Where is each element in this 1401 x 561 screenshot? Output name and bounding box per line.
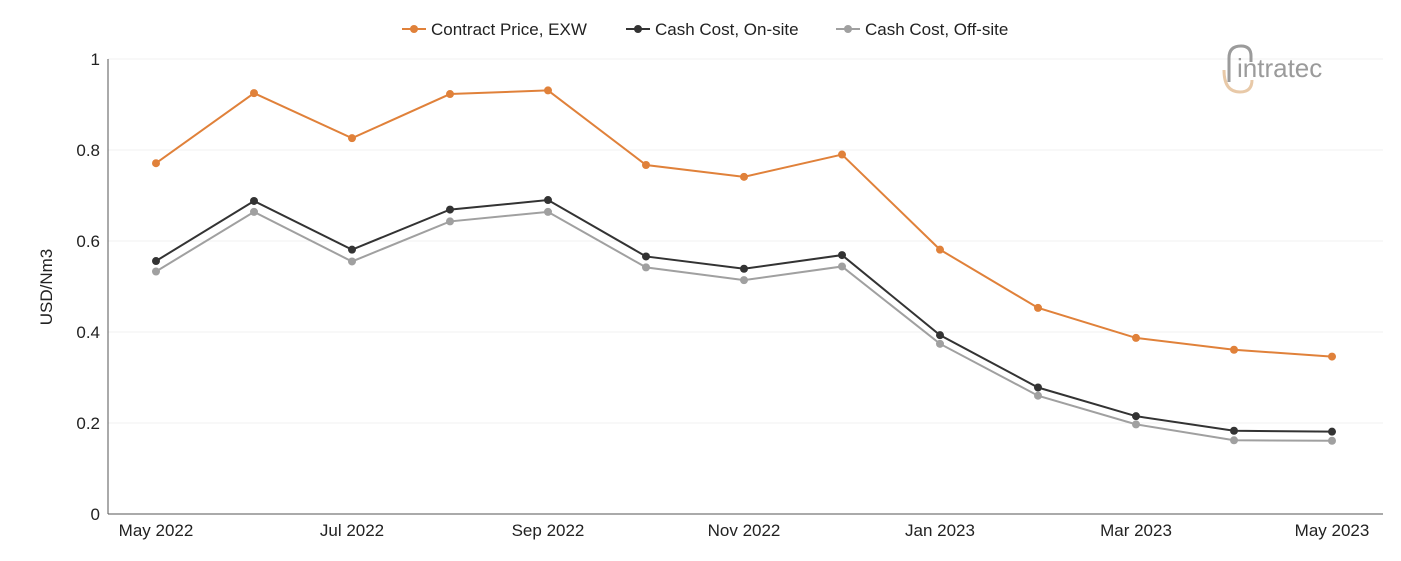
data-point (740, 172, 748, 181)
data-point (838, 251, 846, 260)
series-group (152, 86, 1336, 445)
data-point (642, 252, 650, 261)
y-tick-label: 1 (91, 50, 100, 69)
y-tick-label: 0.2 (76, 414, 100, 433)
legend-marker (634, 25, 642, 33)
data-point (152, 159, 160, 168)
axes (107, 59, 1383, 515)
data-point (544, 196, 552, 205)
x-tick-label: Jan 2023 (905, 521, 975, 540)
data-point (446, 217, 454, 226)
data-point (152, 267, 160, 276)
legend: Contract Price, EXW Cash Cost, On-site Cas… (402, 20, 1008, 39)
data-point (446, 90, 454, 99)
data-point (152, 257, 160, 266)
data-point (642, 263, 650, 272)
data-point (1328, 436, 1336, 445)
data-point (1230, 426, 1238, 435)
data-point (446, 205, 454, 214)
series-1 (152, 196, 1336, 436)
data-point (740, 276, 748, 285)
x-axis-ticks: May 2022 Jul 2022 Sep 2022 Nov 2022 Jan 2023… (119, 521, 1370, 540)
data-point (740, 264, 748, 273)
data-point (1230, 436, 1238, 445)
data-point (1230, 345, 1238, 354)
data-point (1132, 412, 1140, 421)
data-point (838, 262, 846, 271)
y-tick-label: 0 (91, 505, 100, 524)
intratec-logo: intratec (1222, 44, 1322, 94)
data-point (544, 86, 552, 95)
legend-label: Cash Cost, Off-site (865, 20, 1008, 39)
series-line (155, 89, 1333, 358)
y-tick-label: 0.8 (76, 141, 100, 160)
logo-text: intratec (1237, 53, 1322, 83)
data-point (250, 196, 258, 205)
x-tick-label: Mar 2023 (1100, 521, 1172, 540)
data-point (250, 207, 258, 216)
data-point (1328, 427, 1336, 436)
legend-marker (410, 25, 418, 33)
data-point (1034, 383, 1042, 392)
data-point (838, 150, 846, 159)
legend-marker (844, 25, 852, 33)
data-point (348, 257, 356, 266)
y-axis-title: USD/Nm3 (37, 249, 56, 326)
data-point (936, 331, 944, 340)
legend-label: Cash Cost, On-site (655, 20, 799, 39)
data-point (1034, 391, 1042, 400)
x-tick-label: Jul 2022 (320, 521, 384, 540)
y-axis-ticks: 0 0.2 0.4 0.6 0.8 1 (76, 50, 100, 524)
legend-label: Contract Price, EXW (431, 20, 587, 39)
series-line (155, 199, 1333, 433)
data-point (250, 89, 258, 98)
gridlines (108, 58, 1383, 424)
logo-mark-icon (1222, 44, 1254, 94)
x-tick-label: Sep 2022 (512, 521, 585, 540)
series-0 (152, 86, 1336, 361)
data-point (642, 161, 650, 170)
data-point (936, 339, 944, 348)
data-point (1132, 420, 1140, 429)
y-tick-label: 0.6 (76, 232, 100, 251)
x-tick-label: May 2022 (119, 521, 194, 540)
data-point (348, 134, 356, 143)
x-tick-label: Nov 2022 (708, 521, 781, 540)
data-point (348, 245, 356, 254)
data-point (1132, 333, 1140, 342)
series-2 (152, 207, 1336, 445)
data-point (936, 245, 944, 254)
series-line (155, 210, 1333, 442)
data-point (1034, 303, 1042, 312)
data-point (1328, 352, 1336, 361)
y-tick-label: 0.4 (76, 323, 100, 342)
x-tick-label: May 2023 (1295, 521, 1370, 540)
data-point (544, 207, 552, 216)
